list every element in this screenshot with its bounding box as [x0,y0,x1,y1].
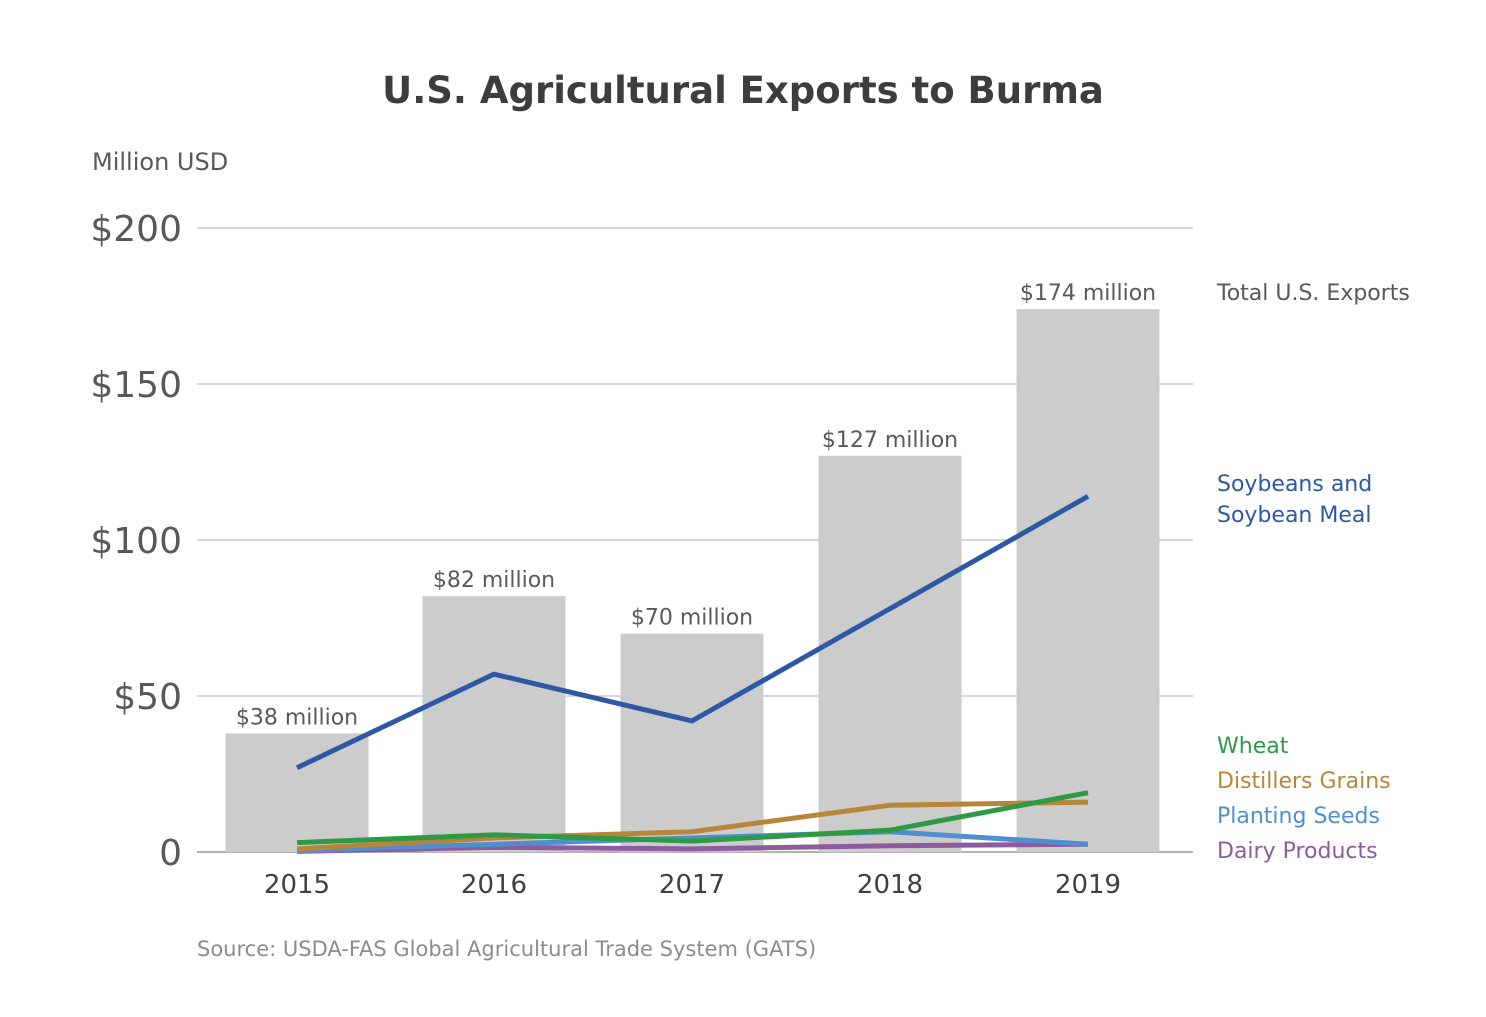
series-lines [295,494,1090,854]
bar-data-label: $127 million [822,428,958,453]
series-line-wheat [296,790,1089,846]
legend-planting-seeds: Planting Seeds [1217,804,1380,829]
y-tick-label: 0 [159,833,182,874]
x-tick-label: 2015 [264,870,330,900]
bar-total-exports [1016,309,1160,852]
y-tick-label: $100 [90,521,182,562]
legend-soybeans-and-soybean-meal: Soybeans and Soybean Meal [1217,472,1372,528]
legend-dairy-products: Dairy Products [1217,839,1378,864]
bar-total-exports [225,733,369,852]
y-tick-label: $150 [90,365,182,406]
chart-title: U.S. Agricultural Exports to Burma [382,69,1104,112]
y-unit-label: Million USD [92,148,228,176]
legend-distillers-grains: Distillers Grains [1217,769,1391,794]
x-tick-labels: 2015 2016 2017 2018 2019 [264,870,1121,900]
series-line-soybeans-and-soybean-meal [295,494,1090,771]
series-line-planting-seeds [296,829,1089,853]
legend-total-exports: Total U.S. Exports [1216,281,1410,306]
x-tick-label: 2016 [461,870,527,900]
bars-total-exports [225,309,1160,852]
y-tick-labels: 0 $50 $100 $150 $200 [90,209,182,874]
bar-data-label: $82 million [433,568,555,593]
bar-total-exports [422,596,566,852]
legend: Total U.S. Exports Soybeans and Soybean Me… [1216,281,1410,864]
legend-wheat: Wheat [1217,734,1289,759]
x-tick-label: 2018 [857,870,923,900]
bar-total-exports [620,633,764,852]
bar-data-labels: $38 million $82 million $70 million $127 mi… [236,281,1156,730]
bar-data-label: $70 million [631,606,753,631]
bar-data-label: $38 million [236,705,358,730]
x-tick-label: 2019 [1055,870,1121,900]
bar-data-label: $174 million [1020,281,1156,306]
bar-total-exports [818,455,962,852]
source-note: Source: USDA-FAS Global Agricultural Tra… [197,937,816,961]
series-line-distillers-grains [296,799,1089,852]
x-tick-label: 2017 [659,870,725,900]
y-tick-label: $50 [113,677,182,718]
y-tick-label: $200 [90,209,182,250]
